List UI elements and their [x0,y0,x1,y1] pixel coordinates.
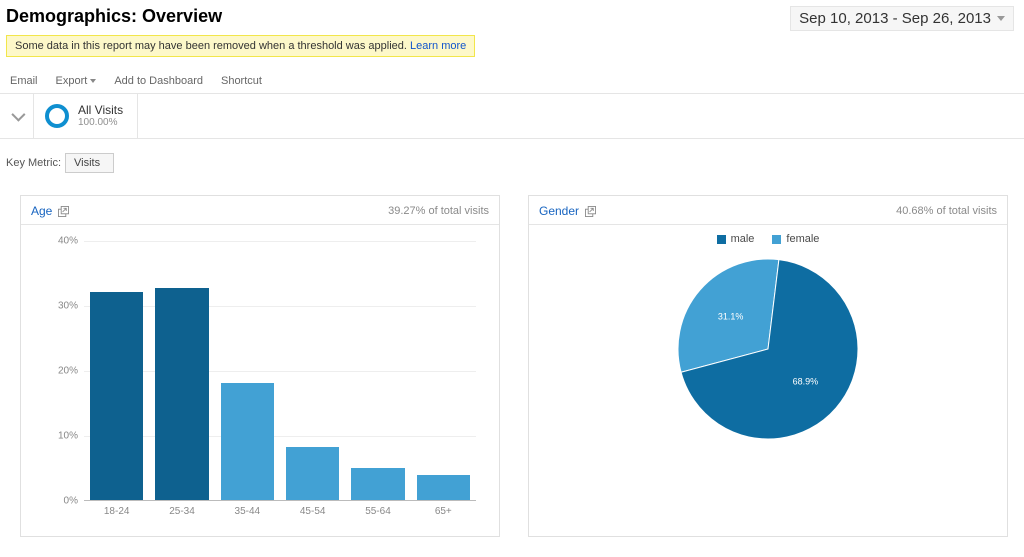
external-report-icon [58,206,69,217]
bar-column: 65+ [411,241,476,500]
bar-column: 18-24 [84,241,149,500]
key-metric-value: Visits [74,157,100,169]
key-metric-select[interactable]: Visits [65,153,114,173]
bar[interactable] [155,288,209,500]
gender-card-title: Gender [539,204,579,218]
date-range-text: Sep 10, 2013 - Sep 26, 2013 [799,10,991,27]
segment-name: All Visits [78,104,123,117]
legend-label: male [731,233,755,245]
legend-swatch [717,235,726,244]
bar[interactable] [351,468,405,500]
y-tick-label: 20% [40,366,78,377]
age-card-title: Age [31,204,52,218]
pie-slice-label: 68.9% [793,377,819,387]
age-card-subtitle: 39.27% of total visits [388,205,489,217]
x-tick-label: 25-34 [149,500,214,517]
bar[interactable] [90,292,144,500]
segment-text: All Visits 100.00% [78,104,123,128]
chevron-down-icon [90,79,96,83]
bar-column: 35-44 [215,241,280,500]
page-title: Demographics: Overview [6,6,790,27]
bar[interactable] [417,475,471,500]
y-tick-label: 10% [40,431,78,442]
x-tick-label: 35-44 [215,500,280,517]
segment-bar: All Visits 100.00% [0,93,1024,139]
export-button[interactable]: Export [56,75,97,87]
gender-legend: male female [545,233,991,245]
x-tick-label: 65+ [411,500,476,517]
x-tick-label: 45-54 [280,500,345,517]
bar-column: 55-64 [345,241,410,500]
notice-text: Some data in this report may have been r… [15,40,410,52]
segment-expand-toggle[interactable] [0,94,34,138]
segment-all-visits[interactable]: All Visits 100.00% [34,94,138,138]
gender-pie-chart: 31.1% 68.9% [545,249,991,469]
notice-learn-more-link[interactable]: Learn more [410,40,466,52]
threshold-notice: Some data in this report may have been r… [6,35,475,57]
pie-slice-label: 31.1% [718,312,744,322]
shortcut-button[interactable]: Shortcut [221,75,262,87]
age-card-title-link[interactable]: Age [31,204,69,218]
key-metric-row: Key Metric: Visits [0,139,1024,173]
chevron-down-icon [11,108,25,122]
x-tick-label: 55-64 [345,500,410,517]
date-range-picker[interactable]: Sep 10, 2013 - Sep 26, 2013 [790,6,1014,31]
external-report-icon [585,206,596,217]
age-bar-chart: 18-2425-3435-4445-5455-6465+ 0% 10% 20% 30%… [40,235,480,525]
bar-column: 25-34 [149,241,214,500]
chevron-down-icon [997,16,1005,21]
legend-item: male [717,233,755,245]
segment-percent: 100.00% [78,117,123,128]
x-tick-label: 18-24 [84,500,149,517]
bar[interactable] [286,447,340,500]
gender-card: Gender 40.68% of total visits male female… [528,195,1008,537]
legend-item: female [772,233,819,245]
legend-label: female [786,233,819,245]
age-card: Age 39.27% of total visits 18-2425-3435-… [20,195,500,537]
bar[interactable] [221,383,275,500]
report-actions: Email Export Add to Dashboard Shortcut [0,75,1024,93]
export-label: Export [56,75,88,87]
y-tick-label: 0% [40,496,78,507]
y-tick-label: 40% [40,236,78,247]
bar-column: 45-54 [280,241,345,500]
y-tick-label: 30% [40,301,78,312]
add-to-dashboard-button[interactable]: Add to Dashboard [114,75,203,87]
segment-ring-icon [44,103,70,129]
email-button[interactable]: Email [10,75,38,87]
gender-card-subtitle: 40.68% of total visits [896,205,997,217]
key-metric-label: Key Metric: [6,157,61,169]
legend-swatch [772,235,781,244]
gender-card-title-link[interactable]: Gender [539,204,596,218]
